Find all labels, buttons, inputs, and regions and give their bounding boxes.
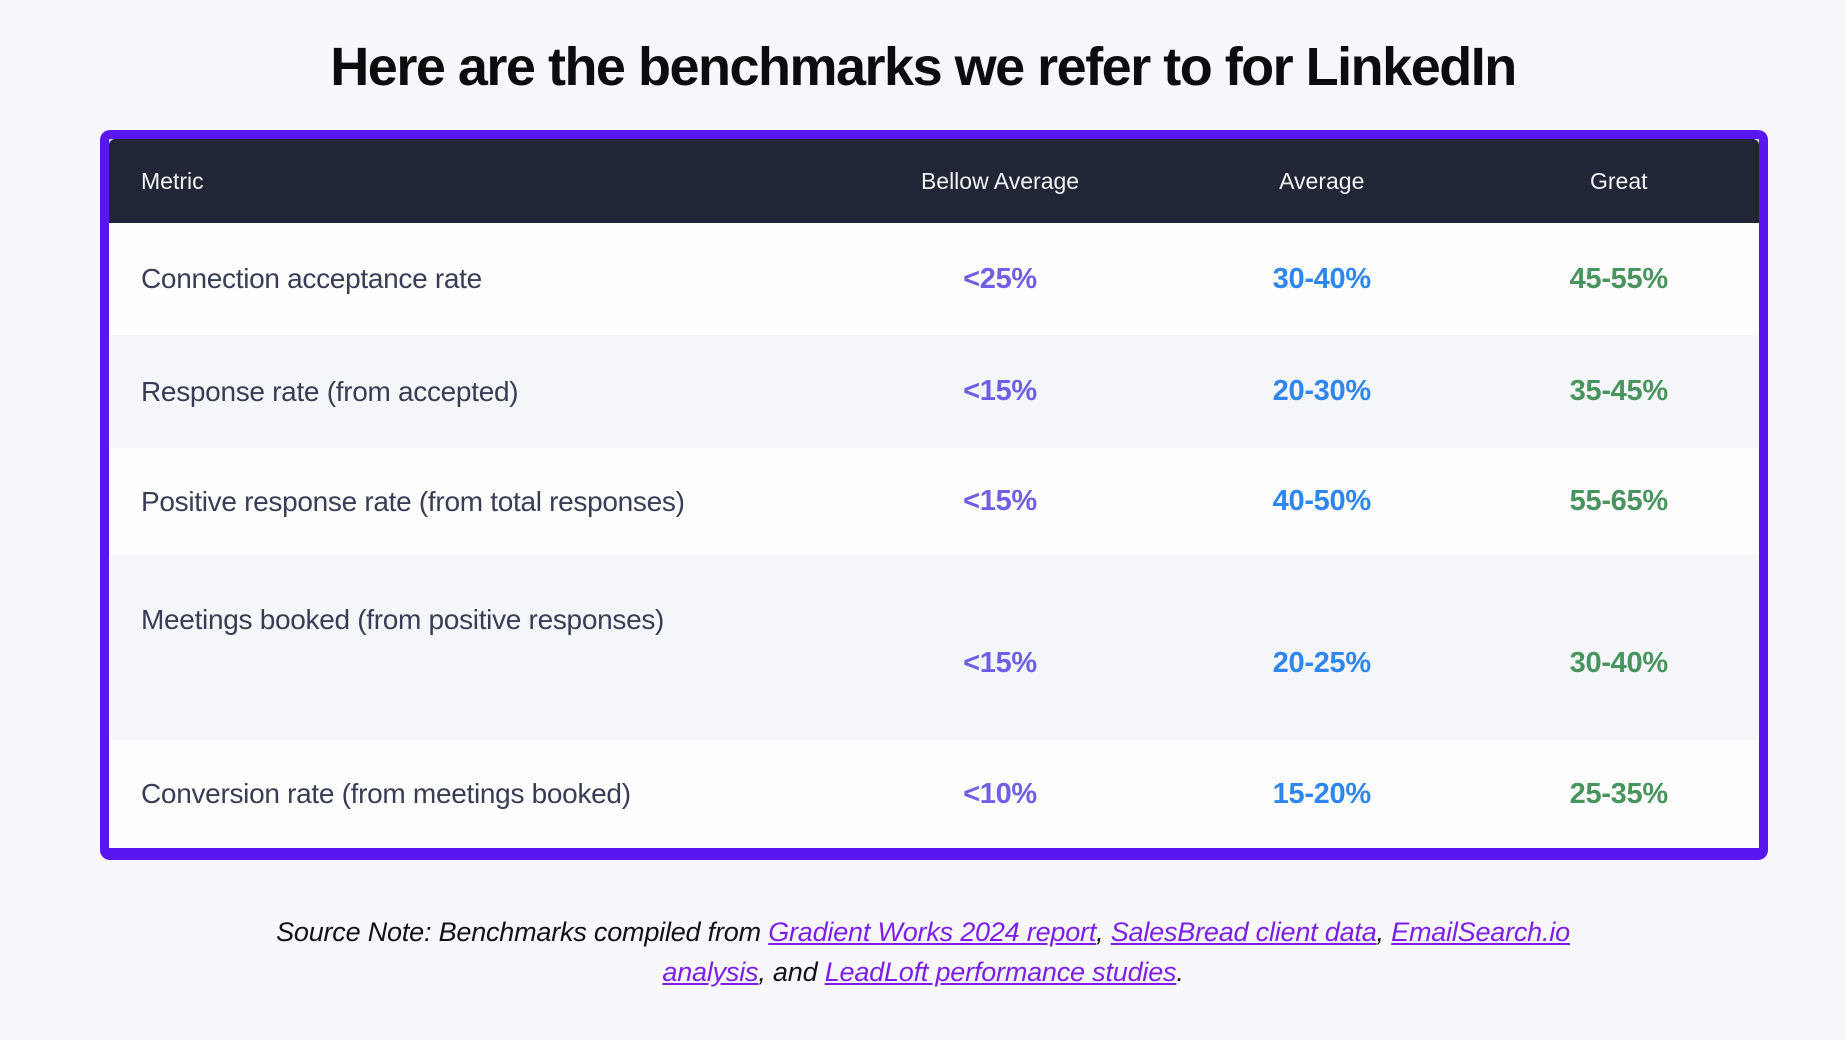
metric-label: Response rate (from accepted) (141, 375, 519, 407)
source-link-emailsearch[interactable]: EmailSearch.io analysis (662, 917, 1570, 987)
average-value: 20-30% (1272, 375, 1371, 407)
benchmark-table: Metric Bellow Average Average Great Conn… (100, 130, 1768, 860)
great-value: 30-40% (1569, 647, 1668, 679)
metric-label: Conversion rate (from meetings booked) (141, 778, 631, 809)
bellow-average-value: <10% (963, 777, 1037, 810)
source-link-gradient-works[interactable]: Gradient Works 2024 report (768, 917, 1097, 947)
table-row: Positive response rate (from total respo… (109, 448, 1759, 555)
table-row: Conversion rate (from meetings booked) <… (109, 740, 1759, 848)
bellow-average-value: <15% (963, 647, 1037, 679)
column-header-bellow-average: Bellow Average (920, 167, 1080, 194)
column-header-great: Great (1589, 167, 1648, 194)
column-header-metric: Metric (141, 167, 204, 194)
source-note-separator: , (1096, 917, 1111, 947)
metric-label: Meetings booked (from positive responses… (141, 603, 665, 635)
great-value: 45-55% (1569, 262, 1668, 295)
great-value: 25-35% (1569, 777, 1668, 810)
source-note: Source Note: Benchmarks compiled from Gr… (273, 912, 1573, 992)
source-note-separator: , (1376, 917, 1392, 947)
bellow-average-value: <15% (963, 375, 1037, 407)
table-header-row: Metric Bellow Average Average Great (109, 139, 1759, 223)
source-note-prefix: Source Note: Benchmarks compiled from (276, 917, 769, 947)
source-note-separator: , and (758, 957, 825, 987)
table-row: Meetings booked (from positive responses… (109, 555, 1759, 740)
source-note-suffix: . (1176, 957, 1184, 987)
column-header-average: Average (1279, 167, 1365, 194)
great-value: 55-65% (1569, 485, 1668, 517)
average-value: 30-40% (1272, 262, 1371, 295)
average-value: 20-25% (1272, 647, 1371, 679)
average-value: 15-20% (1272, 777, 1371, 810)
source-link-leadloft[interactable]: LeadLoft performance studies (824, 957, 1177, 987)
great-value: 35-45% (1569, 375, 1668, 407)
average-value: 40-50% (1272, 485, 1371, 517)
bellow-average-value: <15% (963, 485, 1037, 517)
source-link-salesbread[interactable]: SalesBread client data (1110, 917, 1377, 947)
metric-label: Positive response rate (from total respo… (141, 485, 685, 517)
bellow-average-value: <25% (963, 262, 1037, 295)
metric-label: Connection acceptance rate (141, 263, 482, 294)
page-title: Here are the benchmarks we refer to for … (330, 37, 1517, 97)
table-row: Connection acceptance rate <25% 30-40% 4… (109, 223, 1759, 335)
table-row: Response rate (from accepted) <15% 20-30… (109, 335, 1759, 448)
